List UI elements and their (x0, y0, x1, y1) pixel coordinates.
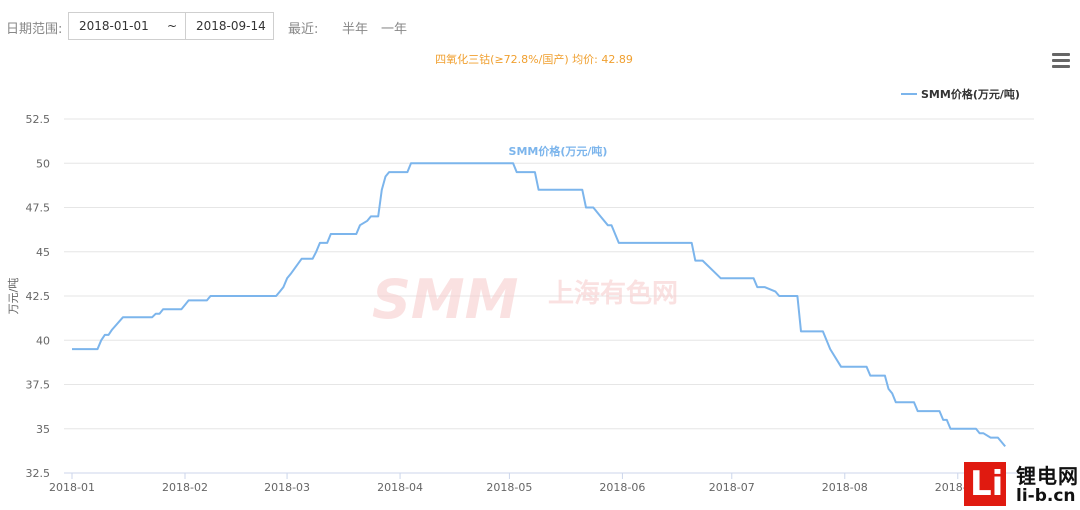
y-tick-label: 37.5 (26, 379, 51, 392)
series-line-smm-price (72, 162, 1006, 448)
y-tick-label: 32.5 (26, 467, 51, 480)
x-tick-label: 2018-04 (377, 481, 423, 494)
legend[interactable]: SMM价格(万元/吨) (901, 87, 1020, 101)
x-tick-label: 2018-02 (162, 481, 208, 494)
y-axis-ticks: 32.5 35 37.5 40 42.5 45 47.5 50 52.5 (26, 113, 51, 480)
x-tick-label: 2018-06 (599, 481, 645, 494)
logo-text-en: li-b.cn (1016, 486, 1076, 506)
hamburger-menu-icon[interactable] (1052, 53, 1070, 69)
y-tick-label: 45 (36, 246, 50, 259)
date-range-toolbar: 日期范围: 2018-01-01 ~ 2018-09-14 最近: 半年 一年 (0, 12, 600, 42)
half-year-button[interactable]: 半年 (342, 22, 369, 37)
y-tick-label: 52.5 (26, 113, 51, 126)
x-axis-ticks: 2018-01 2018-02 2018-03 2018-04 2018-05 2018-… (49, 473, 981, 494)
end-date-input[interactable]: 2018-09-14 (185, 12, 274, 40)
y-tick-label: 42.5 (26, 290, 51, 303)
date-range-label: 日期范围: (6, 22, 63, 37)
watermark-cn: 上海有色网 (548, 278, 678, 309)
date-separator: ~ (158, 12, 186, 40)
y-tick-label: 35 (36, 423, 50, 436)
x-tick-label: 2018-08 (822, 481, 868, 494)
y-tick-label: 50 (36, 157, 50, 170)
y-axis-title: 万元/吨 (7, 278, 20, 315)
grid (64, 118, 1034, 474)
recent-label: 最近: (288, 22, 319, 37)
smm-watermark: SMM 上海有色网 (372, 268, 678, 331)
chart-title: 四氧化三钴(≥72.8%/国产) 均价: 42.89 (435, 52, 633, 66)
x-tick-label: 2018-01 (49, 481, 95, 494)
y-tick-label: 47.5 (26, 202, 51, 215)
y-tick-label: 40 (36, 334, 50, 347)
watermark-brand: SMM (372, 268, 518, 331)
one-year-button[interactable]: 一年 (381, 22, 408, 37)
x-tick-label: 2018-05 (486, 481, 532, 494)
li-b-logo-icon: Li (964, 462, 1006, 506)
x-tick-label: 2018-07 (709, 481, 755, 494)
legend-label: SMM价格(万元/吨) (921, 87, 1020, 101)
peak-data-label: SMM价格(万元/吨) (509, 144, 608, 158)
x-tick-label: 2018-03 (264, 481, 310, 494)
logo-text-cn: 锂电网 (1016, 464, 1079, 488)
